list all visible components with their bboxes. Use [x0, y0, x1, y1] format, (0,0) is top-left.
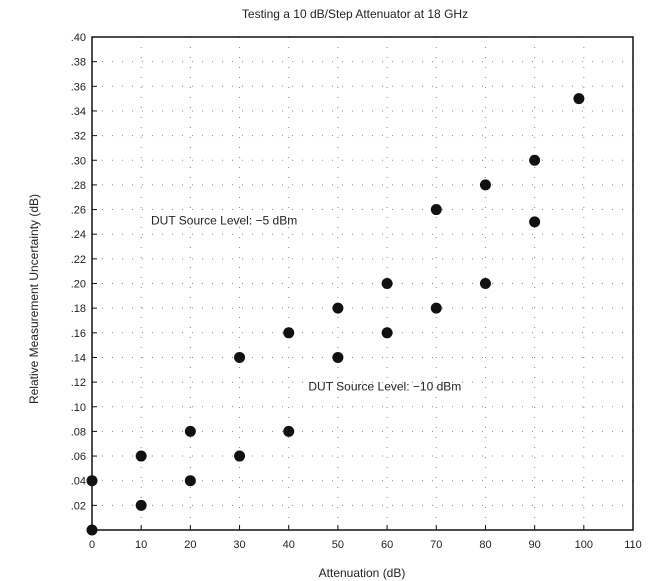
data-point [430, 204, 442, 216]
x-tick-label: 40 [283, 539, 295, 551]
data-point [430, 302, 442, 314]
y-tick-label: .34 [71, 106, 86, 118]
data-point [184, 425, 196, 437]
y-tick-label: .14 [71, 352, 86, 364]
data-point [479, 278, 491, 289]
y-tick-label: .10 [71, 402, 86, 414]
y-tick-label: .30 [71, 155, 86, 167]
x-axis-label: Attenuation (dB) [319, 566, 406, 580]
chart-title: Testing a 10 dB/Step Attenuator at 18 GH… [242, 7, 468, 21]
data-point [332, 351, 344, 363]
grid-lines [92, 37, 633, 530]
x-tick-label: 20 [184, 539, 196, 551]
y-tick-label: .04 [71, 476, 86, 488]
y-tick-label: .36 [71, 81, 86, 93]
y-axis-label: Relative Measurement Uncertainty (dB) [27, 194, 41, 404]
y-tick-label: .38 [71, 57, 86, 69]
data-point [479, 179, 491, 191]
x-tick-label: 10 [135, 539, 147, 551]
y-tick-label: .08 [71, 426, 86, 438]
y-tick-label: .18 [71, 303, 86, 315]
data-point [283, 327, 295, 339]
annotation-text: DUT Source Level: −10 dBm [308, 380, 461, 394]
annotation-text: DUT Source Level: −5 dBm [151, 213, 297, 227]
y-tick-label: .26 [71, 205, 86, 217]
x-tick-label: 100 [575, 539, 593, 551]
x-tick-label: 0 [89, 539, 95, 551]
x-tick-label: 90 [529, 539, 541, 551]
data-point [184, 475, 196, 487]
data-point [332, 302, 344, 314]
data-point [283, 425, 295, 437]
y-tick-label: .28 [71, 180, 86, 192]
x-tick-label: 30 [233, 539, 245, 551]
y-tick-label: .02 [71, 500, 86, 512]
y-tick-label: .24 [71, 229, 86, 241]
data-point [381, 327, 393, 339]
data-points [86, 93, 585, 536]
data-point [135, 499, 147, 511]
x-tick-label: 70 [430, 539, 442, 551]
y-tick-label: .12 [71, 377, 86, 389]
data-point [529, 216, 541, 228]
x-tick-label: 60 [381, 539, 393, 551]
y-tick-label: .20 [71, 279, 86, 291]
data-point [86, 524, 98, 536]
y-tick-label: .40 [71, 32, 86, 44]
data-point [234, 450, 246, 462]
y-tick-label: .22 [71, 254, 86, 266]
x-tick-label: 80 [479, 539, 491, 551]
y-tick-label: .06 [71, 451, 86, 463]
y-tick-label: .32 [71, 131, 86, 143]
data-point [381, 278, 393, 289]
x-tick-label: 50 [332, 539, 344, 551]
annotations: DUT Source Level: −5 dBm DUT Source Level… [151, 213, 461, 393]
x-tick-label: 110 [624, 539, 642, 551]
data-point [573, 93, 585, 105]
y-tick-label: .16 [71, 328, 86, 340]
axis-ticks: 0 10 20 30 40 50 60 70 80 90 100 110 .02 .04 .06 .08 .10… [71, 32, 642, 551]
data-point [135, 450, 147, 462]
data-point [234, 351, 246, 363]
data-point [86, 475, 98, 487]
data-point [529, 154, 541, 166]
